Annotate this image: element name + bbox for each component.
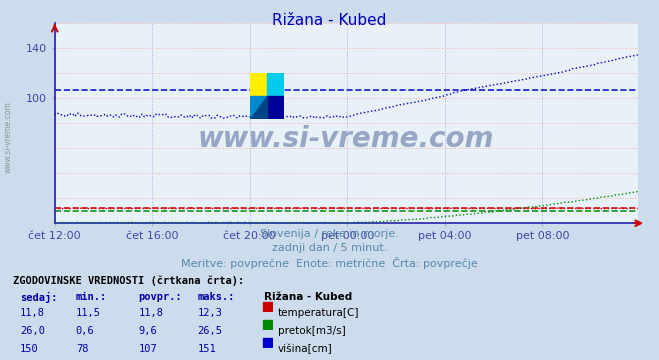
Text: 11,8: 11,8 xyxy=(138,308,163,318)
Text: Rižana - Kubed: Rižana - Kubed xyxy=(272,13,387,28)
Bar xyxy=(264,338,272,347)
Text: 0,6: 0,6 xyxy=(76,326,94,336)
Text: Rižana - Kubed: Rižana - Kubed xyxy=(264,292,352,302)
Bar xyxy=(264,320,272,329)
Text: pretok[m3/s]: pretok[m3/s] xyxy=(278,326,346,336)
Bar xyxy=(267,96,284,119)
Text: povpr.:: povpr.: xyxy=(138,292,182,302)
Text: sedaj:: sedaj: xyxy=(20,292,57,303)
Bar xyxy=(264,302,272,311)
Text: min.:: min.: xyxy=(76,292,107,302)
Text: 26,0: 26,0 xyxy=(20,326,45,336)
Text: 9,6: 9,6 xyxy=(138,326,157,336)
Text: 11,5: 11,5 xyxy=(76,308,101,318)
Text: 150: 150 xyxy=(20,344,38,354)
Bar xyxy=(267,72,284,96)
Bar xyxy=(250,72,267,96)
Text: ZGODOVINSKE VREDNOSTI (črtkana črta):: ZGODOVINSKE VREDNOSTI (črtkana črta): xyxy=(13,275,244,286)
Text: 78: 78 xyxy=(76,344,88,354)
Text: 12,3: 12,3 xyxy=(198,308,223,318)
Text: Meritve: povprečne  Enote: metrične  Črta: povprečje: Meritve: povprečne Enote: metrične Črta:… xyxy=(181,257,478,269)
Polygon shape xyxy=(250,96,267,119)
Text: 26,5: 26,5 xyxy=(198,326,223,336)
Text: www.si-vreme.com: www.si-vreme.com xyxy=(3,101,13,173)
Text: 107: 107 xyxy=(138,344,157,354)
Text: 151: 151 xyxy=(198,344,216,354)
Bar xyxy=(250,96,267,119)
Text: 11,8: 11,8 xyxy=(20,308,45,318)
Text: višina[cm]: višina[cm] xyxy=(278,344,333,354)
Text: www.si-vreme.com: www.si-vreme.com xyxy=(198,125,494,153)
Text: temperatura[C]: temperatura[C] xyxy=(278,308,360,318)
Text: Slovenija / reke in morje.: Slovenija / reke in morje. xyxy=(260,229,399,239)
Text: maks.:: maks.: xyxy=(198,292,235,302)
Text: zadnji dan / 5 minut.: zadnji dan / 5 minut. xyxy=(272,243,387,253)
